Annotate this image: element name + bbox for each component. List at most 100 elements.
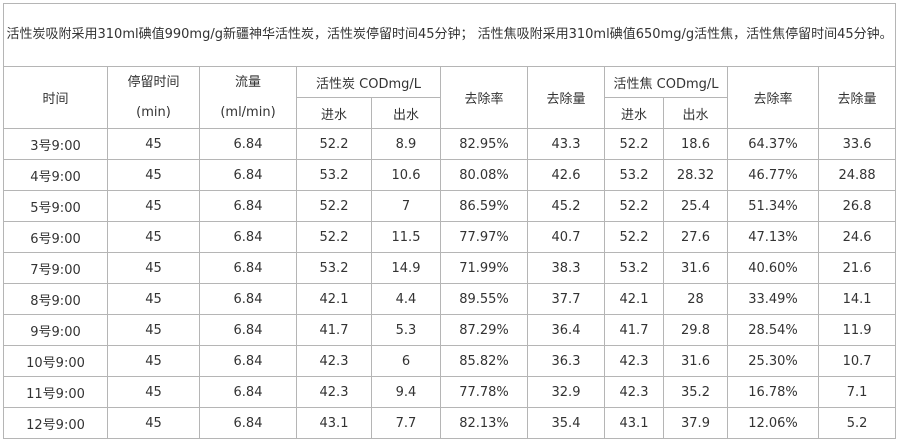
- header-cell: 时间: [3, 66, 108, 129]
- table-cell: 37.7: [527, 283, 605, 315]
- table-cell: 35.2: [663, 376, 728, 408]
- header-cell: 去除量: [817, 66, 897, 129]
- table-row: 3号9:00 45 6.84 52.2 8.9 82.95% 43.3 52.2 18.6 64.…: [3, 128, 897, 160]
- table-row: 10号9:00 45 6.84 42.3 6 85.82% 36.3 42.3 31.6 25.3…: [3, 345, 897, 377]
- header-cell: 活性焦 CODmg/L: [604, 66, 728, 98]
- table-cell: 40.60%: [727, 252, 819, 284]
- table-cell: 40.7: [527, 221, 605, 253]
- table-cell: 45: [107, 159, 200, 191]
- table-row: 7号9:00 45 6.84 53.2 14.9 71.99% 38.3 53.2 31.6 40…: [3, 252, 897, 284]
- table-cell: 43.1: [296, 407, 372, 439]
- table-cell: 52.2: [296, 190, 372, 222]
- table-cell: 33.6: [817, 128, 897, 160]
- header-cell: 进水: [604, 97, 664, 129]
- table-cell: 45: [107, 190, 200, 222]
- table-cell: 4.4: [371, 283, 441, 315]
- table-cell: 46.77%: [727, 159, 819, 191]
- table-cell: 51.34%: [727, 190, 819, 222]
- table-cell: 41.7: [296, 314, 372, 346]
- table-cell: 6.84: [199, 314, 297, 346]
- table-cell: 31.6: [663, 252, 728, 284]
- header-cell: 活性炭 CODmg/L: [296, 66, 441, 98]
- table-cell: 82.95%: [440, 128, 528, 160]
- table-cell: 42.1: [296, 283, 372, 315]
- table-cell: 6号9:00: [3, 221, 108, 253]
- table-cell: 7号9:00: [3, 252, 108, 284]
- table-cell: 52.2: [604, 128, 664, 160]
- table-row: 6号9:00 45 6.84 52.2 11.5 77.97% 40.7 52.2 27.6 47…: [3, 221, 897, 253]
- header-unit: (ml/min): [220, 104, 276, 120]
- table-cell: 7.1: [817, 376, 897, 408]
- table-cell: 5号9:00: [3, 190, 108, 222]
- table-cell: 43.3: [527, 128, 605, 160]
- table-cell: 6.84: [199, 407, 297, 439]
- table-cell: 5.2: [817, 407, 897, 439]
- table-cell: 45: [107, 128, 200, 160]
- table-cell: 9号9:00: [3, 314, 108, 346]
- data-table: 活性炭吸附采用310ml碘值990mg/g新疆神华活性炭，活性炭停留时间45分钟…: [2, 3, 897, 439]
- table-cell: 87.29%: [440, 314, 528, 346]
- table-cell: 9.4: [371, 376, 441, 408]
- header-cell: 去除率: [440, 66, 528, 129]
- header-cell: 停留时间 (min): [107, 66, 200, 129]
- table-cell: 5.3: [371, 314, 441, 346]
- table-cell: 52.2: [296, 221, 372, 253]
- table-cell: 35.4: [527, 407, 605, 439]
- table-cell: 18.6: [663, 128, 728, 160]
- caption: 活性炭吸附采用310ml碘值990mg/g新疆神华活性炭，活性炭停留时间45分钟…: [2, 3, 897, 67]
- table-cell: 6: [371, 345, 441, 377]
- table-cell: 41.7: [604, 314, 664, 346]
- table-row: 11号9:00 45 6.84 42.3 9.4 77.78% 32.9 42.3 35.2 16…: [3, 376, 897, 408]
- header-unit: (min): [136, 104, 171, 120]
- table-cell: 7.7: [371, 407, 441, 439]
- table-cell: 6.84: [199, 221, 297, 253]
- table-cell: 36.4: [527, 314, 605, 346]
- table-cell: 80.08%: [440, 159, 528, 191]
- table-cell: 77.78%: [440, 376, 528, 408]
- table-cell: 6.84: [199, 190, 297, 222]
- table-row: 5号9:00 45 6.84 52.2 7 86.59% 45.2 52.2 25.4 51.34…: [3, 190, 897, 222]
- header-cell: 进水: [296, 97, 372, 129]
- table-cell: 11.9: [817, 314, 897, 346]
- table-cell: 26.8: [817, 190, 897, 222]
- table-cell: 25.30%: [727, 345, 819, 377]
- table-cell: 45: [107, 252, 200, 284]
- table-cell: 86.59%: [440, 190, 528, 222]
- table-cell: 43.1: [604, 407, 664, 439]
- table-cell: 14.1: [817, 283, 897, 315]
- table-cell: 10.7: [817, 345, 897, 377]
- table-cell: 3号9:00: [3, 128, 108, 160]
- table-cell: 37.9: [663, 407, 728, 439]
- table-cell: 42.3: [604, 376, 664, 408]
- table-cell: 6.84: [199, 345, 297, 377]
- table-row: 4号9:00 45 6.84 53.2 10.6 80.08% 42.6 53.2 28.32 4…: [3, 159, 897, 191]
- table-cell: 33.49%: [727, 283, 819, 315]
- header-cell: 流量 (ml/min): [199, 66, 297, 129]
- table-cell: 21.6: [817, 252, 897, 284]
- header-text: 流量: [234, 74, 261, 90]
- table-cell: 27.6: [663, 221, 728, 253]
- table-cell: 42.3: [604, 345, 664, 377]
- header-cell: 出水: [663, 97, 728, 129]
- table-cell: 52.2: [604, 190, 664, 222]
- table-cell: 53.2: [296, 159, 372, 191]
- table-cell: 42.3: [296, 376, 372, 408]
- table-cell: 6.84: [199, 376, 297, 408]
- table-cell: 38.3: [527, 252, 605, 284]
- table-cell: 24.6: [817, 221, 897, 253]
- table-cell: 45: [107, 283, 200, 315]
- table-cell: 28.32: [663, 159, 728, 191]
- header-cell: 去除量: [527, 66, 605, 129]
- table-cell: 31.6: [663, 345, 728, 377]
- table-cell: 12.06%: [727, 407, 819, 439]
- table-cell: 10.6: [371, 159, 441, 191]
- table-cell: 28: [663, 283, 728, 315]
- header-cell: 去除率: [727, 66, 819, 129]
- table-cell: 89.55%: [440, 283, 528, 315]
- table-cell: 10号9:00: [3, 345, 108, 377]
- table-cell: 36.3: [527, 345, 605, 377]
- table-cell: 25.4: [663, 190, 728, 222]
- table-cell: 6.84: [199, 252, 297, 284]
- table-cell: 53.2: [296, 252, 372, 284]
